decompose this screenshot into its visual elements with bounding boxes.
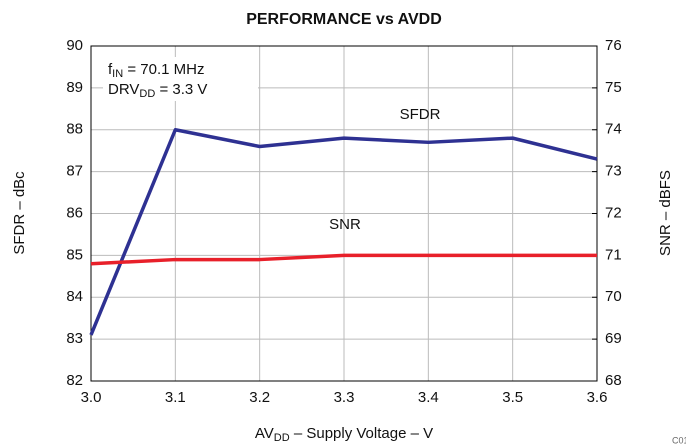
series-label: SNR xyxy=(329,216,361,233)
y2-tick-label: 68 xyxy=(605,372,622,389)
y2-axis-label: SNR – dBFS xyxy=(657,170,674,256)
x-label-sub: DD xyxy=(274,432,290,444)
x-tick-label: 3.4 xyxy=(418,389,439,406)
series-line xyxy=(89,128,598,336)
y-tick-label: 88 xyxy=(66,121,83,138)
annotation-sub: DD xyxy=(139,88,155,100)
y2-tick-label: 76 xyxy=(605,37,622,54)
y-tick-label: 87 xyxy=(66,163,83,180)
x-tick-label: 3.1 xyxy=(165,389,186,406)
series-label: SFDR xyxy=(400,106,441,123)
y2-tick-label: 75 xyxy=(605,79,622,96)
annotation-box xyxy=(103,57,258,101)
y-tick-label: 90 xyxy=(66,37,83,54)
y2-tick-label: 72 xyxy=(605,204,622,221)
y-tick-label: 89 xyxy=(66,79,83,96)
y-tick-label: 86 xyxy=(66,204,83,221)
y2-tick-label: 71 xyxy=(605,246,622,263)
y-tick-label: 83 xyxy=(66,330,83,347)
x-tick-label: 3.5 xyxy=(502,389,523,406)
x-label-main: AV xyxy=(255,425,274,442)
x-tick-label: 3.2 xyxy=(249,389,270,406)
y-tick-label: 84 xyxy=(66,288,83,305)
x-axis-label: AVDD – Supply Voltage – V xyxy=(255,425,433,444)
annotation-main: DRV xyxy=(108,81,139,98)
chart-title: PERFORMANCE vs AVDD xyxy=(246,11,442,28)
y-tick-label: 82 xyxy=(66,372,83,389)
annotation-rest: = 3.3 V xyxy=(155,81,207,98)
x-label-rest: – Supply Voltage – V xyxy=(290,425,433,442)
y2-tick-label: 74 xyxy=(605,121,622,138)
x-tick-label: 3.0 xyxy=(81,389,102,406)
x-tick-label: 3.3 xyxy=(334,389,355,406)
plot-frame xyxy=(90,45,598,382)
y2-tick-label: 69 xyxy=(605,330,622,347)
y-axis-label: SFDR – dBc xyxy=(11,171,28,255)
y2-tick-label: 73 xyxy=(605,163,622,180)
annotation-sub: IN xyxy=(112,68,123,80)
annotation-rest: = 70.1 MHz xyxy=(123,61,204,78)
x-tick-label: 3.6 xyxy=(587,389,608,406)
footnote: C011 xyxy=(672,435,686,445)
y2-tick-label: 70 xyxy=(605,288,622,305)
annotation: DRVDD = 3.3 V xyxy=(108,81,207,100)
annotation-main: f xyxy=(108,61,113,78)
series-line xyxy=(90,253,597,266)
annotation: fIN = 70.1 MHz xyxy=(108,61,204,80)
y-tick-label: 85 xyxy=(66,246,83,263)
